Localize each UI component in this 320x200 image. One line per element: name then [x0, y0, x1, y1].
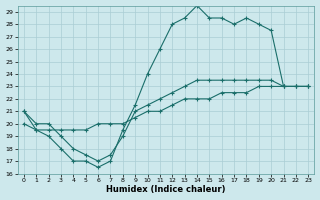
X-axis label: Humidex (Indice chaleur): Humidex (Indice chaleur) — [106, 185, 226, 194]
